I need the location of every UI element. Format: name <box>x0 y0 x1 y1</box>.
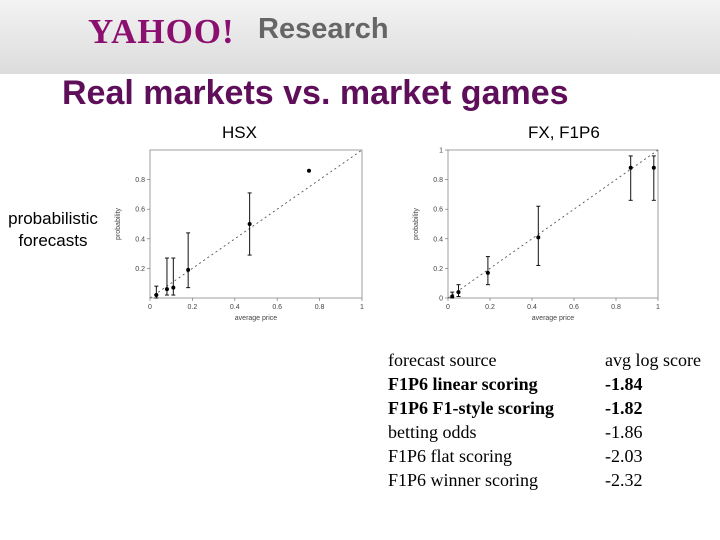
table-row: F1P6 linear scoring -1.84 <box>388 374 714 398</box>
x-axis-title: average price <box>532 315 575 322</box>
table-row: F1P6 winner scoring -2.32 <box>388 470 714 494</box>
x-axis-title: average price <box>235 315 278 322</box>
x-tick-label: 0.6 <box>272 304 282 311</box>
header-score: avg log score <box>605 350 701 370</box>
y-axis-title: probability <box>115 208 122 240</box>
data-point <box>485 270 490 275</box>
row-source: F1P6 flat scoring <box>388 446 512 466</box>
y-tick-label: 0 <box>439 296 443 303</box>
row-label-line1: probabilistic <box>8 209 98 228</box>
plot-frame <box>149 149 363 299</box>
row-source: F1P6 winner scoring <box>388 470 538 490</box>
row-label-line2: forecasts <box>18 231 88 250</box>
yahoo-logo: YAHOO! <box>88 12 235 51</box>
row-score: -2.32 <box>605 470 643 490</box>
diagonal-line <box>447 149 659 299</box>
x-tick-label: 0.8 <box>611 304 621 311</box>
y-tick-label: 0.6 <box>433 207 443 214</box>
x-tick-label: 0.4 <box>230 304 240 311</box>
table-row: F1P6 flat scoring -2.03 <box>388 446 714 470</box>
row-score: -2.03 <box>605 446 643 466</box>
row-score: -1.86 <box>605 422 643 442</box>
y-tick-label: 0.4 <box>433 236 443 243</box>
row-label: probabilistic forecasts <box>0 208 106 252</box>
x-tick-label: 0 <box>446 304 450 311</box>
data-point <box>456 290 461 295</box>
data-point <box>536 235 541 240</box>
y-tick-label: 1 <box>439 148 443 155</box>
x-tick-label: 0 <box>148 304 152 311</box>
y-axis-title: probability <box>413 208 420 240</box>
row-source: F1P6 linear scoring <box>388 374 538 394</box>
data-point <box>450 294 455 299</box>
hsx-chart: 0 0.2 0.4 0.6 0.8 1 0.2 0.4 0.6 0.8 average price p… <box>115 149 364 322</box>
header-source: forecast source <box>388 350 497 370</box>
y-tick-label: 0.8 <box>135 177 145 184</box>
row-score: -1.84 <box>605 374 643 394</box>
page-title: Real markets vs. market games <box>62 74 569 112</box>
row-source: F1P6 F1-style scoring <box>388 398 554 418</box>
data-point <box>171 285 176 290</box>
data-point <box>307 168 311 173</box>
table-row: F1P6 F1-style scoring -1.82 <box>388 398 714 422</box>
x-tick-label: 1 <box>360 304 364 311</box>
research-label: Research <box>258 13 389 45</box>
y-tick-label: 0.4 <box>135 236 145 243</box>
score-table: forecast source avg log score F1P6 linea… <box>388 350 714 494</box>
y-tick-label: 0.8 <box>433 177 443 184</box>
plot-frame <box>447 149 659 299</box>
x-tick-label: 0.2 <box>485 304 495 311</box>
row-source: betting odds <box>388 422 477 442</box>
y-tick-label: 0.2 <box>135 266 145 273</box>
data-point <box>247 222 252 226</box>
x-tick-label: 0.4 <box>527 304 537 311</box>
column-label-hsx: HSX <box>222 123 257 142</box>
x-tick-label: 0.8 <box>315 304 325 311</box>
data-point <box>628 165 633 170</box>
row-score: -1.82 <box>605 398 643 418</box>
diagonal-line <box>149 149 363 299</box>
x-tick-label: 0.2 <box>188 304 198 311</box>
fx-chart: 0 0.2 0.4 0.6 0.8 1 0 0.2 0.4 0.6 0.8 1 average pric… <box>413 148 660 323</box>
y-tick-label: 0.2 <box>433 266 443 273</box>
data-point <box>651 165 656 170</box>
data-point <box>186 267 191 272</box>
x-tick-label: 1 <box>656 304 660 311</box>
data-point <box>164 287 169 292</box>
x-tick-label: 0.6 <box>569 304 579 311</box>
data-point <box>154 293 159 298</box>
column-label-fx: FX, F1P6 <box>528 123 600 142</box>
header-band <box>0 0 720 74</box>
table-row: betting odds -1.86 <box>388 422 714 446</box>
table-header-row: forecast source avg log score <box>388 350 714 374</box>
y-tick-label: 0.6 <box>135 207 145 214</box>
